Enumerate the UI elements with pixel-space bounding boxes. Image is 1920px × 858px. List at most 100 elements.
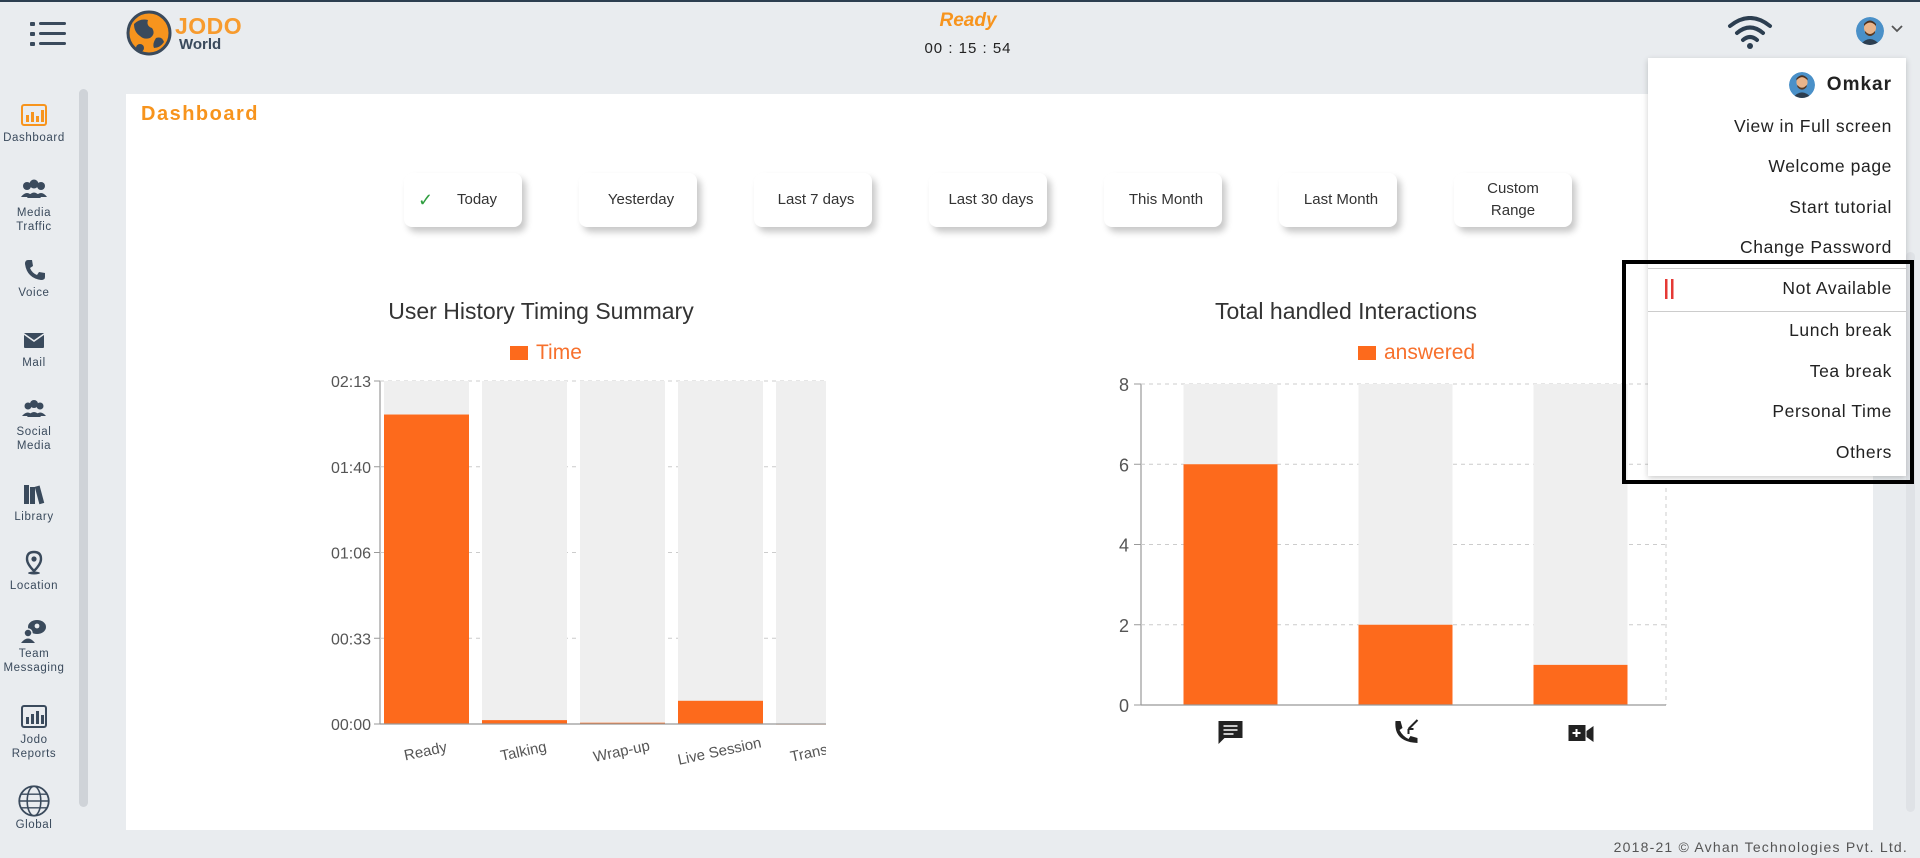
user-avatar[interactable] bbox=[1856, 17, 1884, 45]
bar bbox=[482, 720, 567, 724]
x-tick-label: Ready bbox=[403, 739, 449, 765]
sidebar-label: Social bbox=[16, 426, 52, 438]
bar-track bbox=[482, 381, 567, 724]
hamburger-menu-icon[interactable] bbox=[30, 20, 66, 48]
y-tick-label: 6 bbox=[1119, 455, 1129, 475]
legend-label: answered bbox=[1384, 341, 1476, 364]
range-button-custom-range[interactable]: Custom Range bbox=[1454, 173, 1572, 227]
report-chart-icon bbox=[21, 705, 47, 728]
phone-icon bbox=[25, 260, 45, 280]
range-button-today[interactable]: ✓ Today bbox=[404, 173, 522, 227]
people-group-icon bbox=[21, 179, 47, 198]
legend-swatch bbox=[510, 346, 528, 360]
incoming-call-icon-shape bbox=[1395, 721, 1418, 743]
wifi-icon bbox=[1728, 16, 1772, 49]
range-label: Last 7 days bbox=[777, 191, 855, 208]
range-button-last-7-days[interactable]: Last 7 days bbox=[754, 173, 872, 227]
sidebar-item-jodo-reports[interactable]: Jodo Reports bbox=[0, 704, 68, 761]
legend-label: Time bbox=[536, 341, 582, 364]
user-menu-header: Omkar bbox=[1788, 72, 1892, 98]
avatar-icon bbox=[1856, 17, 1884, 45]
chart-legend-interactions: answered bbox=[1358, 341, 1475, 365]
avatar-icon bbox=[1788, 72, 1815, 98]
range-button-yesterday[interactable]: Yesterday bbox=[579, 173, 697, 227]
sidebar-item-team-messaging[interactable]: Team Messaging bbox=[0, 618, 68, 675]
interactions-chart: 0 2 4 6 8 bbox=[1119, 375, 1667, 744]
status-item-not-available[interactable]: Not Available bbox=[1782, 278, 1892, 298]
sidebar-scrollbar[interactable] bbox=[79, 89, 88, 807]
user-name: Omkar bbox=[1826, 74, 1892, 95]
range-label: Last Month bbox=[1303, 191, 1379, 208]
range-label: This Month bbox=[1128, 191, 1204, 208]
sidebar-item-location[interactable]: Location bbox=[0, 550, 68, 593]
menu-item-start-tutorial[interactable]: Start tutorial bbox=[1789, 197, 1892, 217]
y-tick-label: 0 bbox=[1119, 696, 1129, 716]
sidebar-item-dashboard[interactable]: Dashboard bbox=[0, 102, 68, 145]
range-label: Yesterday bbox=[607, 191, 675, 208]
users-icon bbox=[22, 400, 46, 417]
globe-icon bbox=[18, 785, 50, 817]
user-menu-dropdown: Omkar View in Full screen Welcome page S… bbox=[1648, 58, 1906, 476]
legend-swatch bbox=[1358, 346, 1376, 360]
sidebar-item-social-media[interactable]: Social Media bbox=[0, 396, 68, 453]
y-tick-label: 01:40 bbox=[331, 460, 371, 477]
sidebar-label: Voice bbox=[18, 287, 50, 299]
sidebar-label: Mail bbox=[22, 357, 46, 369]
timing-summary-chart: 00:00 00:33 01:06 01:40 02:13 Ready Talking Wra… bbox=[331, 374, 826, 769]
status-item-others[interactable]: Others bbox=[1835, 442, 1892, 462]
bar bbox=[1183, 464, 1278, 705]
agent-status: Ready bbox=[939, 10, 997, 31]
range-label: Today bbox=[456, 191, 498, 208]
y-tick-label: 8 bbox=[1119, 375, 1129, 395]
y-tick-label: 2 bbox=[1119, 616, 1129, 636]
menu-divider bbox=[1648, 311, 1906, 312]
jodo-world-logo: JODO World bbox=[126, 10, 256, 56]
range-button-last-month[interactable]: Last Month bbox=[1279, 173, 1397, 227]
x-tick-label: Transfer bbox=[789, 738, 826, 766]
bar bbox=[678, 700, 763, 724]
chart-title-timing: User History Timing Summary bbox=[388, 298, 694, 324]
globe-logo-icon bbox=[126, 10, 172, 56]
menu-item-full-screen[interactable]: View in Full screen bbox=[1734, 116, 1892, 136]
sidebar-item-voice[interactable]: Voice bbox=[0, 257, 68, 300]
sidebar-label: Location bbox=[9, 580, 59, 592]
menu-item-welcome-page[interactable]: Welcome page bbox=[1768, 156, 1892, 176]
x-tick-label: Talking bbox=[499, 738, 548, 764]
chevron-down-icon[interactable] bbox=[1890, 24, 1904, 34]
bar-track bbox=[580, 381, 665, 724]
bar-track bbox=[678, 381, 763, 724]
page-title: Dashboard bbox=[141, 103, 259, 125]
sidebar-item-global[interactable]: Global bbox=[0, 784, 68, 832]
status-item-lunch-break[interactable]: Lunch break bbox=[1789, 320, 1892, 340]
sidebar-label: Messaging bbox=[3, 662, 65, 674]
video-call-icon-shape bbox=[1568, 725, 1594, 742]
sidebar-label: Media bbox=[16, 440, 52, 452]
status-item-tea-break[interactable]: Tea break bbox=[1809, 361, 1892, 381]
bar-track bbox=[1533, 384, 1628, 705]
sidebar-label: Reports bbox=[11, 748, 57, 760]
sidebar-item-mail[interactable]: Mail bbox=[0, 327, 68, 370]
plus bbox=[1572, 729, 1581, 737]
brand-subname: World bbox=[179, 36, 222, 53]
highlight-box bbox=[1622, 260, 1914, 484]
bar bbox=[580, 722, 665, 724]
chart-legend-timing: Time bbox=[510, 341, 582, 365]
sidebar-item-media-traffic[interactable]: Media Traffic bbox=[0, 177, 68, 234]
y-tick-label: 00:33 bbox=[331, 631, 371, 648]
range-label: Last 30 days bbox=[948, 191, 1034, 208]
sidebar-item-library[interactable]: Library bbox=[0, 481, 68, 524]
sidebar-label: Media bbox=[16, 207, 52, 219]
range-label: Custom Range bbox=[1487, 180, 1539, 219]
page-scrollbar[interactable] bbox=[1906, 252, 1915, 812]
books-icon bbox=[24, 485, 45, 505]
range-button-this-month[interactable]: This Month bbox=[1104, 173, 1222, 227]
status-item-personal-time[interactable]: Personal Time bbox=[1772, 401, 1892, 421]
x-tick-label: Wrap-up bbox=[592, 737, 652, 766]
sidebar-label: Team bbox=[18, 648, 50, 660]
menu-item-change-password[interactable]: Change Password bbox=[1740, 237, 1892, 257]
pause-icon bbox=[1665, 279, 1674, 299]
video-call-icon bbox=[1568, 725, 1594, 742]
brand-name: JODO bbox=[175, 13, 243, 39]
range-button-last-30-days[interactable]: Last 30 days bbox=[929, 173, 1047, 227]
envelope-icon bbox=[23, 333, 45, 348]
